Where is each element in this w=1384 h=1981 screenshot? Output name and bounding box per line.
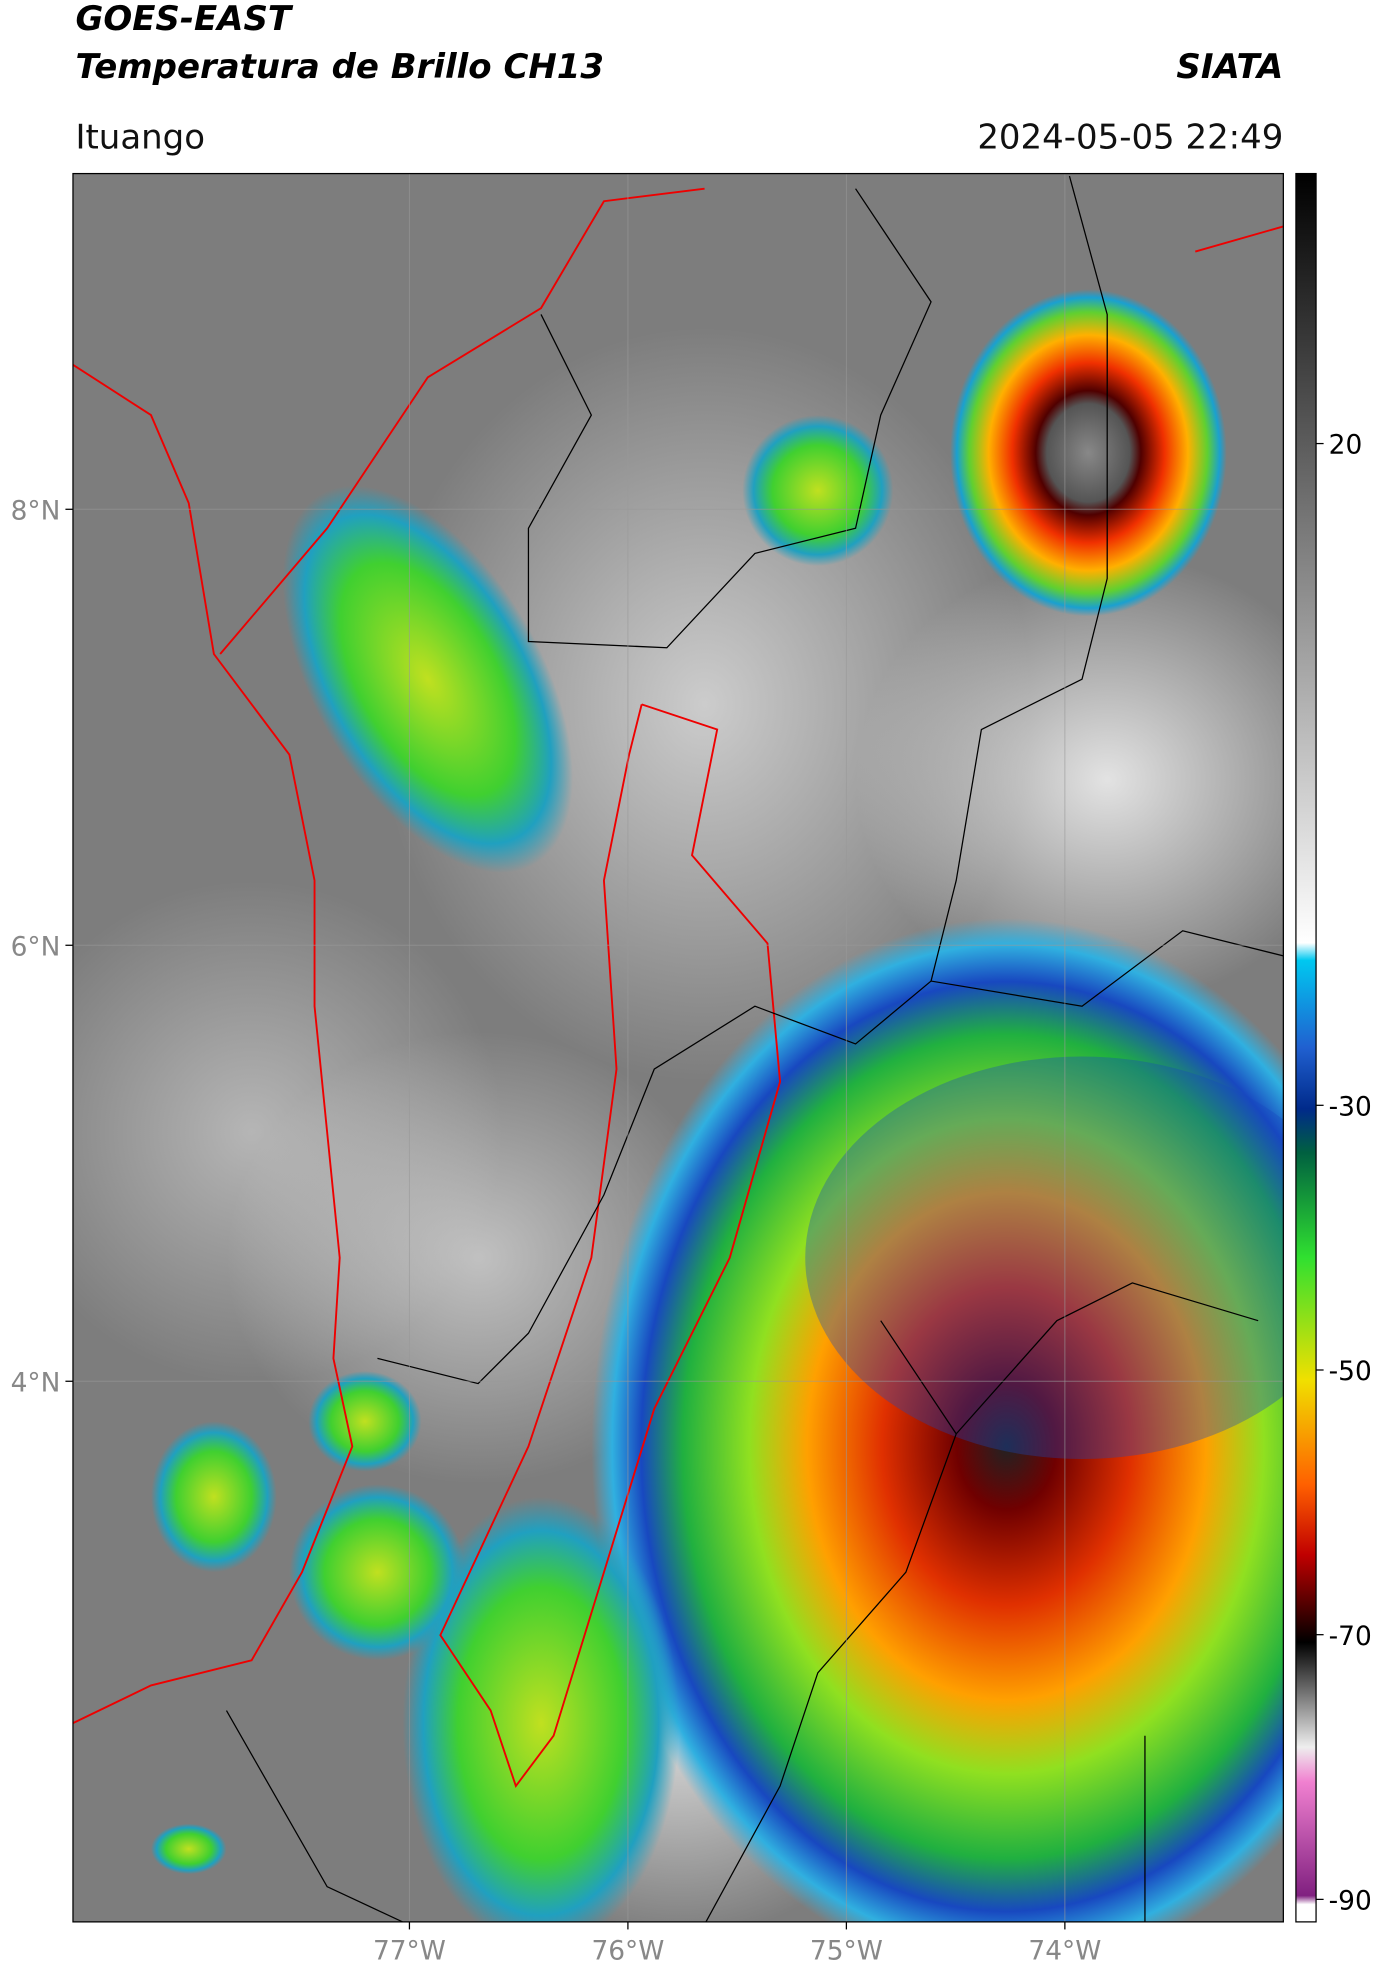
colorbar-tick-label: -70 bbox=[1329, 1621, 1372, 1652]
y-tick-label: 4°N bbox=[11, 1367, 61, 1398]
imagery bbox=[72, 173, 1284, 1922]
location: Ituango bbox=[75, 117, 205, 157]
colorbar-tick-label: -50 bbox=[1329, 1356, 1372, 1387]
colorbar bbox=[1295, 172, 1317, 1923]
colorbar-tick-label: 20 bbox=[1329, 430, 1363, 461]
source: SIATA bbox=[1176, 47, 1283, 87]
subtitle: Temperatura de Brillo CH13 bbox=[75, 47, 604, 87]
map-frame bbox=[72, 172, 1284, 1923]
x-tick-label: 76°W bbox=[591, 1936, 664, 1967]
y-tick-label: 8°N bbox=[11, 495, 61, 526]
datetime: 2024-05-05 22:49 bbox=[977, 117, 1283, 157]
x-tick-label: 77°W bbox=[373, 1936, 446, 1967]
y-tick-label: 6°N bbox=[11, 931, 61, 962]
colorbar-tick-label: -90 bbox=[1329, 1885, 1372, 1916]
x-tick-label: 75°W bbox=[810, 1936, 883, 1967]
graticule bbox=[72, 173, 1284, 1922]
x-tick-label: 74°W bbox=[1028, 1936, 1101, 1967]
title: GOES-EAST bbox=[75, 0, 293, 39]
colorbar-tick-label: -30 bbox=[1329, 1091, 1372, 1122]
